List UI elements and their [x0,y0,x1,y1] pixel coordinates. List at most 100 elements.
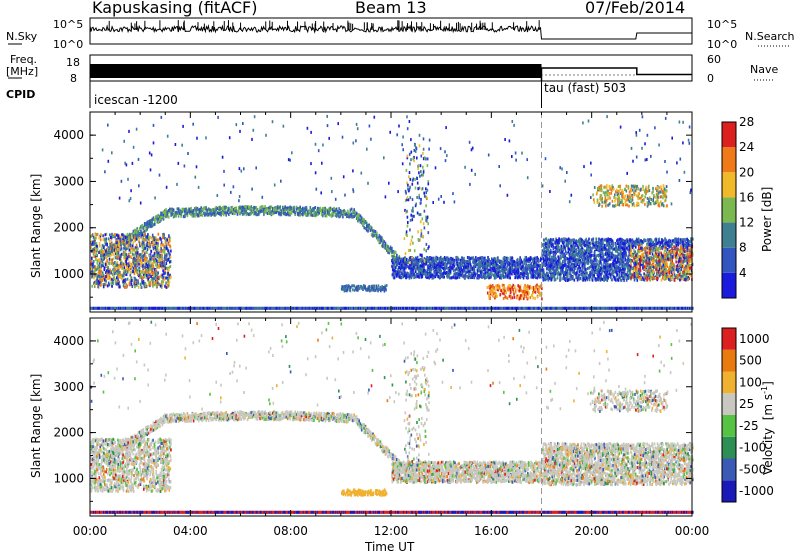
power-cell [148,270,151,274]
cpid-segment-2: tau (fast) 503 [544,81,626,95]
power-cell [288,208,290,212]
power-cell [92,235,95,239]
power-cell [219,205,221,209]
power-cell [143,233,146,237]
power-cell [141,236,143,240]
power-cell [200,209,202,213]
power-cell [405,275,408,279]
power-cell [391,264,393,268]
power-cell [130,255,133,259]
power-cell [116,244,118,248]
power-cell [93,250,96,254]
power-cell [149,260,151,264]
power-cell [199,213,201,217]
power-cell [312,207,314,211]
power-cell [416,255,419,259]
power-cell [197,208,200,212]
power-cell [453,264,456,268]
power-cell [201,213,204,217]
power-cell [163,262,165,266]
power-cell [304,210,307,214]
power-cell [296,211,299,215]
power-cell [145,222,147,226]
power-cell [207,212,210,216]
power-cell [442,260,444,264]
power-cell [273,208,275,212]
power-cell [279,205,281,209]
power-cell [111,249,113,253]
power-cell [154,220,156,223]
power-cell [461,274,464,278]
power-cell [401,271,403,275]
power-cell [112,270,115,274]
power-cell [133,231,136,235]
power-cell [239,211,241,215]
power-cell [255,211,258,215]
power-cell [317,206,319,210]
power-cell [238,206,240,210]
power-cell [100,253,102,257]
power-cell [533,257,536,261]
power-cell [524,256,527,260]
power-cell [162,243,164,247]
power-cell [176,211,179,215]
power-cell [464,268,466,272]
power-cell [271,209,274,213]
power-cell [200,206,202,210]
power-cell [117,236,120,240]
power-cell [191,214,194,218]
power-cell [128,266,131,270]
power-cell [141,231,143,235]
power-cell [244,205,246,208]
power-cell [102,254,105,257]
power-cell [137,230,140,234]
power-cell [466,275,469,279]
power-cell [280,209,283,213]
power-cell [97,265,99,269]
power-cell [140,232,142,236]
power-cell [449,269,451,273]
power-cell [91,241,94,245]
power-cell [502,257,505,261]
power-cell [167,211,170,215]
power-cell [260,206,263,210]
power-cell [506,275,509,279]
power-cell [288,213,290,217]
power-cell [256,213,259,217]
power-cell [142,264,145,268]
power-cell [117,243,120,247]
power-cell [119,248,122,252]
power-cell [243,212,245,216]
power-cell [135,232,137,236]
power-cell [434,272,436,276]
power-cell [130,265,132,269]
power-cell [447,261,450,264]
power-cell [136,254,139,258]
power-cell [534,270,537,274]
power-cell [126,266,128,270]
power-cell [94,283,96,287]
power-cell [160,240,163,244]
power-cell [117,255,120,259]
power-cell [209,212,211,216]
power-cell [117,239,120,243]
power-cell [536,267,539,271]
power-cell [152,217,155,221]
power-cell [469,270,471,274]
power-cell [413,260,416,264]
power-cell [167,267,170,271]
power-cell [241,207,244,211]
power-cell [114,233,116,236]
power-cell [114,279,117,283]
power-cell [521,260,523,264]
power-cell [155,217,157,221]
power-cell [530,261,533,265]
power-cell [285,213,288,217]
power-cell [245,207,248,211]
power-cell [240,205,243,209]
power-cell [98,270,100,274]
power-cell [128,281,131,285]
power-cell [269,206,271,210]
power-cell [254,206,256,210]
power-cell [450,257,452,261]
